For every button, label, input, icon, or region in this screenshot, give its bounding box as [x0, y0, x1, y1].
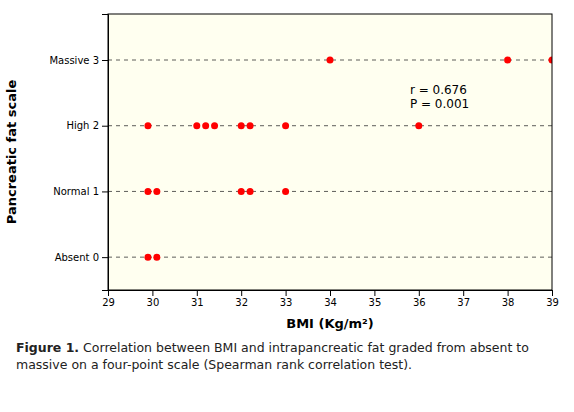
x-axis-label: BMI (Kg/m²) [286, 316, 373, 331]
plot: 29 30 31 32 33 34 35 36 37 38 39 Absent 0 Normal 1 Hi… [4, 14, 559, 331]
axis-line [102, 15, 109, 291]
point [144, 188, 151, 195]
tick-mark [197, 290, 198, 296]
tick-mark [286, 290, 287, 296]
points [144, 57, 552, 261]
point [193, 122, 200, 129]
tick: 37 [457, 290, 470, 308]
annotation: r = 0.676P = 0.001 [410, 83, 469, 111]
y-axis: Absent 0 Normal 1 High 2 Massive 3 [49, 15, 108, 291]
tick-mark [241, 290, 242, 296]
caption-label: Figure 1. [16, 340, 79, 355]
point [415, 122, 422, 129]
tick-label: 38 [502, 297, 515, 308]
tick: 36 [413, 290, 426, 308]
tick-label: High 2 [66, 120, 99, 131]
point [247, 122, 254, 129]
tick: 39 [546, 290, 559, 308]
tick-mark [374, 290, 375, 296]
caption-text: Correlation between BMI and intrapancrea… [16, 340, 529, 372]
tick: 38 [502, 290, 515, 308]
tick: Absent 0 [55, 252, 108, 263]
x-axis: 29 30 31 32 33 34 35 36 37 38 39 [102, 290, 559, 308]
tick: 35 [369, 290, 382, 308]
tick-mark [552, 290, 553, 296]
tick-mark [102, 257, 108, 258]
grid [108, 60, 552, 257]
tick-mark [508, 290, 509, 296]
tick-label: 37 [457, 297, 470, 308]
tick: Normal 1 [53, 186, 108, 197]
tick-label: 29 [102, 297, 115, 308]
point [202, 122, 209, 129]
tick: 29 [102, 290, 115, 308]
tick: 33 [280, 290, 293, 308]
point [144, 254, 151, 261]
tick-label: 39 [546, 297, 559, 308]
point [144, 122, 151, 129]
point [211, 122, 218, 129]
point [282, 188, 289, 195]
tick-label: 33 [280, 297, 293, 308]
tick-mark [152, 290, 153, 296]
grid-line [108, 191, 552, 192]
tick: 34 [324, 290, 337, 308]
tick: 30 [147, 290, 160, 308]
point [238, 188, 245, 195]
tick: 31 [191, 290, 204, 308]
point [504, 57, 511, 64]
caption: Figure 1. Correlation between BMI and in… [0, 338, 574, 374]
point [153, 188, 160, 195]
tick-label: 36 [413, 297, 426, 308]
tick-mark [330, 290, 331, 296]
point [282, 122, 289, 129]
tick-label: 31 [191, 297, 204, 308]
tick: High 2 [66, 120, 108, 131]
point [247, 188, 254, 195]
plot-background [108, 14, 552, 290]
point [153, 254, 160, 261]
chart: 29 30 31 32 33 34 35 36 37 38 39 Absent 0 Normal 1 Hi… [0, 0, 574, 338]
axis-line [109, 291, 553, 297]
point [327, 57, 334, 64]
y-axis-label: Pancreatic fat scale [4, 80, 19, 225]
tick-label: 35 [369, 297, 382, 308]
tick-label: 32 [235, 297, 248, 308]
tick-label: Absent 0 [55, 252, 99, 263]
tick-label: 34 [324, 297, 337, 308]
grid-line [108, 257, 552, 258]
tick-mark [419, 290, 420, 296]
plot-frame [108, 14, 552, 290]
tick-label: Massive 3 [49, 55, 99, 66]
tick-mark [102, 191, 108, 192]
tick-mark [102, 60, 108, 61]
tick: Massive 3 [49, 55, 108, 66]
point [238, 122, 245, 129]
grid-line [108, 125, 552, 126]
tick-mark [102, 126, 108, 127]
point [549, 57, 553, 64]
tick-mark [463, 290, 464, 296]
tick-label: Normal 1 [53, 186, 99, 197]
tick: 32 [235, 290, 248, 308]
tick-label: 30 [147, 297, 160, 308]
